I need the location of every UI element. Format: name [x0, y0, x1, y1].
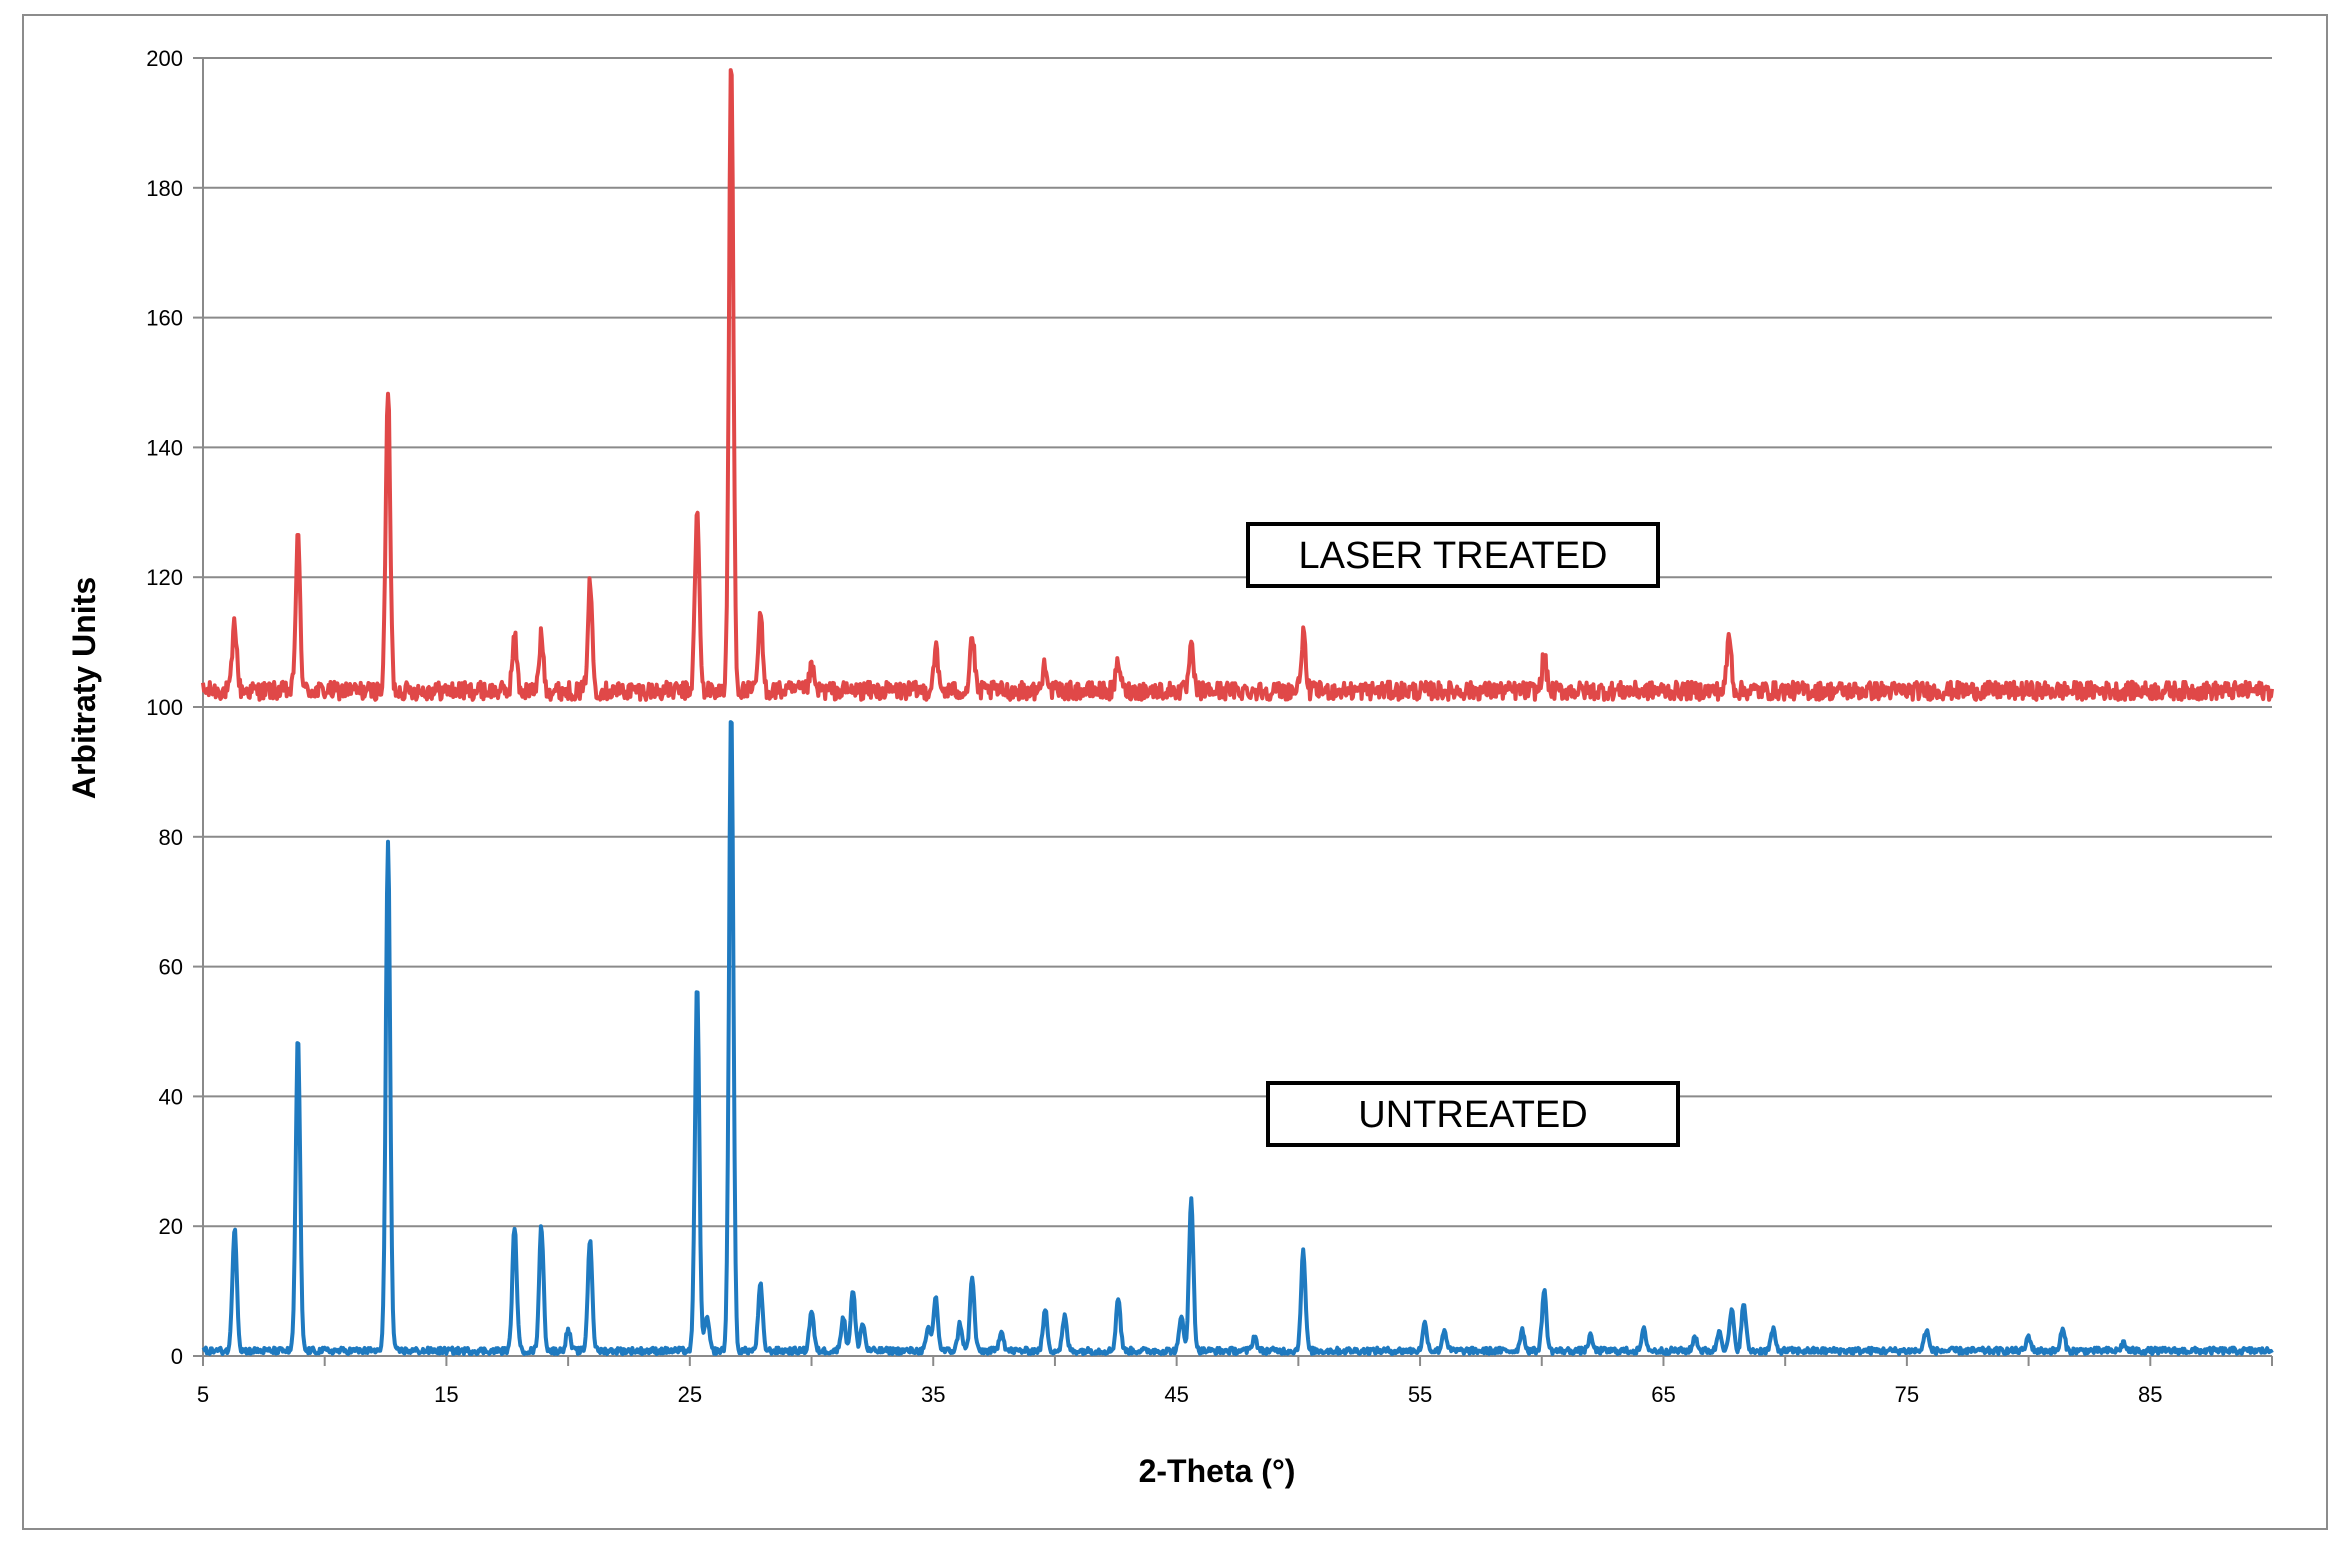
y-tick-label: 100 [146, 695, 183, 720]
y-tick-label: 40 [159, 1084, 183, 1109]
series-lines [201, 68, 2274, 1357]
y-axis-label: Arbitraty Units [66, 577, 102, 799]
y-tick-label: 140 [146, 435, 183, 460]
annotation-untreated-text: UNTREATED [1358, 1094, 1587, 1136]
axes [193, 57, 2273, 1366]
x-tick-label: 75 [1895, 1382, 1919, 1407]
y-tick-label: 180 [146, 176, 183, 201]
y-tick-label: 20 [159, 1214, 183, 1239]
x-tick-label: 15 [434, 1382, 458, 1407]
y-tick-label: 200 [146, 46, 183, 71]
x-tick-label: 25 [678, 1382, 702, 1407]
y-tick-label: 120 [146, 565, 183, 590]
annotation-laser-treated: LASER TREATED [1246, 522, 1660, 588]
labels: 0 20 40 60 80 100 120 140 160 180 200 5 15 25 35 45 55 65… [146, 46, 2162, 1407]
chart-frame [22, 14, 2328, 1530]
y-tick-label: 60 [159, 955, 183, 980]
y-tick-label: 0 [171, 1344, 183, 1369]
series-line-laser-treated [201, 68, 2274, 702]
x-tick-label: 55 [1408, 1382, 1432, 1407]
x-tick-label: 85 [2138, 1382, 2162, 1407]
x-tick-label: 65 [1651, 1382, 1675, 1407]
x-tick-label: 35 [921, 1382, 945, 1407]
y-tick-label: 80 [159, 825, 183, 850]
gridlines [203, 57, 2272, 1357]
x-axis-label: 2-Theta (°) [1139, 1453, 1296, 1489]
annotation-laser-treated-text: LASER TREATED [1298, 535, 1607, 577]
series-line-untreated [201, 720, 2274, 1357]
x-tick-label: 5 [197, 1382, 209, 1407]
y-tick-label: 160 [146, 306, 183, 331]
annotation-untreated: UNTREATED [1266, 1081, 1680, 1147]
x-tick-label: 45 [1164, 1382, 1188, 1407]
